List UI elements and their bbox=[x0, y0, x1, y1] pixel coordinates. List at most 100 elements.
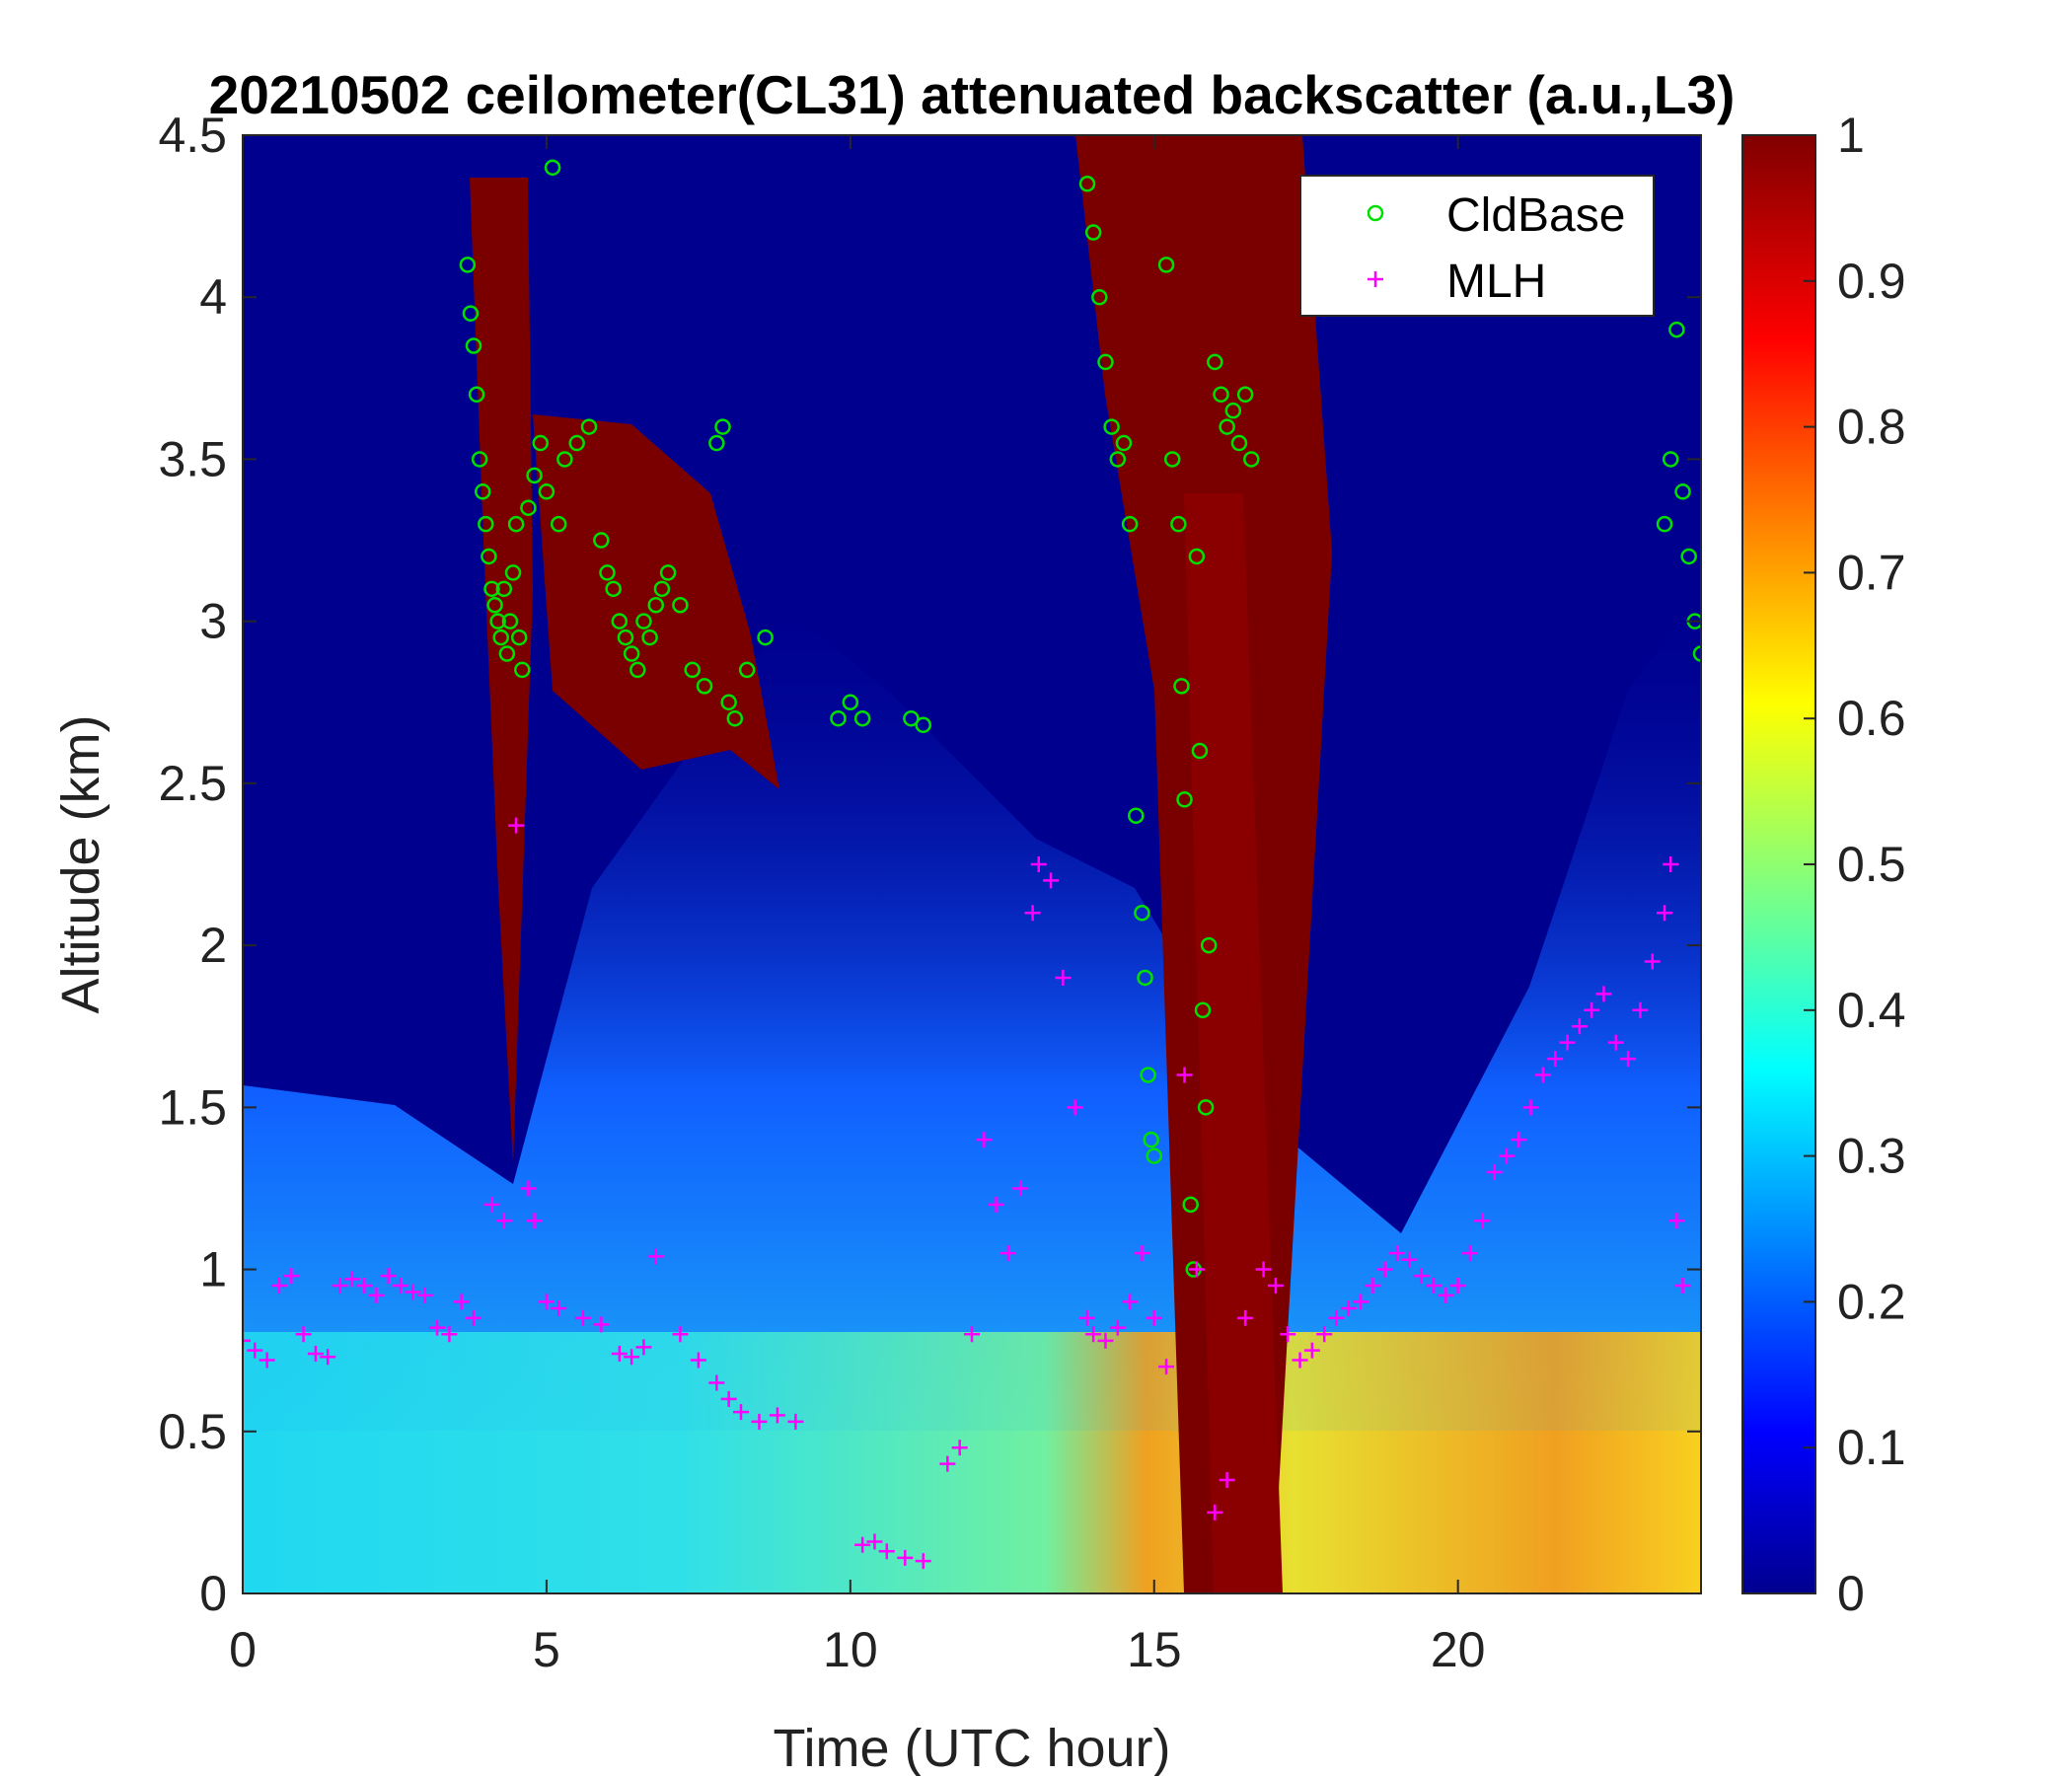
mlh-point bbox=[964, 1326, 980, 1343]
cldbase-point bbox=[504, 564, 522, 581]
colorbar-tick-label: 0.6 bbox=[1837, 691, 1906, 746]
cldbase-point bbox=[853, 709, 871, 727]
mlh-point bbox=[453, 1294, 470, 1310]
legend-mlh-marker bbox=[1368, 271, 1383, 287]
cldbase-point bbox=[1197, 1099, 1215, 1116]
cldbase-point bbox=[1219, 418, 1235, 435]
y-tick-label: 3.5 bbox=[158, 431, 227, 486]
mlh-point bbox=[1340, 1299, 1357, 1316]
mlh-point bbox=[247, 1342, 263, 1359]
cldbase-point bbox=[526, 467, 543, 484]
mlh-point bbox=[1012, 1180, 1029, 1197]
colorbar-tick-label: 0.4 bbox=[1837, 983, 1906, 1038]
cldbase-point bbox=[653, 580, 671, 598]
cloud-layer-b bbox=[533, 414, 779, 789]
y-tick-label: 1 bbox=[199, 1242, 227, 1297]
cldbase-point bbox=[1191, 742, 1209, 760]
x-tick-label: 5 bbox=[533, 1622, 560, 1677]
chart-title: 20210502 ceilometer(CL31) attenuated bac… bbox=[209, 64, 1736, 125]
mlh-point bbox=[1620, 1051, 1637, 1068]
cldbase-point bbox=[1200, 936, 1218, 954]
mlh-point bbox=[951, 1440, 968, 1456]
mlh-point bbox=[1389, 1245, 1406, 1262]
cldbase-point bbox=[1115, 434, 1133, 452]
cldbase-point bbox=[593, 532, 610, 549]
cldbase-point bbox=[507, 515, 525, 533]
mlh-point bbox=[1316, 1326, 1333, 1343]
mlh-point bbox=[1188, 1261, 1205, 1278]
mlh-point bbox=[720, 1390, 737, 1407]
cldbase-point bbox=[1103, 418, 1120, 435]
mlh-point bbox=[1498, 1147, 1515, 1164]
cldbase-point bbox=[1176, 791, 1193, 808]
mlh-point bbox=[635, 1339, 652, 1356]
cldbase-point bbox=[468, 386, 485, 404]
cldbase-point bbox=[580, 418, 598, 435]
mlh-point bbox=[526, 1213, 543, 1229]
cldbase-point bbox=[647, 596, 665, 614]
cldbase-point bbox=[1134, 905, 1150, 922]
mlh-point bbox=[356, 1277, 373, 1294]
mlh-point bbox=[1067, 1099, 1083, 1116]
cldbase-point bbox=[1097, 353, 1114, 371]
mlh-point bbox=[551, 1299, 567, 1316]
cldbase-point bbox=[1084, 224, 1102, 241]
y-tick-label: 0 bbox=[199, 1566, 227, 1621]
mlh-point bbox=[320, 1349, 336, 1366]
mlh-point bbox=[1219, 1472, 1235, 1489]
x-tick-label: 0 bbox=[229, 1622, 257, 1677]
mlh-point bbox=[295, 1326, 312, 1343]
mlh-point bbox=[1413, 1268, 1430, 1285]
mlh-point bbox=[1534, 1067, 1551, 1083]
cldbase-point bbox=[483, 580, 500, 598]
mlh-point bbox=[343, 1271, 360, 1288]
cldbase-point bbox=[550, 515, 567, 533]
mlh-point bbox=[574, 1309, 591, 1326]
mlh-point bbox=[1474, 1213, 1491, 1229]
cldbase-point bbox=[903, 709, 920, 727]
cldbase-point bbox=[599, 564, 616, 581]
mlh-point bbox=[243, 1332, 251, 1349]
mlh-point bbox=[1146, 1309, 1162, 1326]
cldbase-point bbox=[481, 548, 497, 565]
legend-cldbase-label: CldBase bbox=[1446, 189, 1625, 242]
x-tick-label: 15 bbox=[1127, 1622, 1182, 1677]
mlh-point bbox=[1055, 969, 1072, 986]
mlh-point bbox=[976, 1132, 993, 1148]
colorbar-axis: 0 0.1 0.2 0.3 0.4 0.5 0.6 0.7 0.8 0.9 1 bbox=[1804, 108, 1906, 1621]
y-tick-label: 4 bbox=[199, 269, 227, 325]
colorbar-tick-label: 0 bbox=[1837, 1566, 1865, 1621]
x-tick-label: 10 bbox=[823, 1622, 878, 1677]
cldbase-point bbox=[1194, 1001, 1212, 1019]
mlh-point bbox=[1595, 986, 1612, 1002]
mlh-point bbox=[1547, 1051, 1564, 1068]
cldbase-point bbox=[462, 305, 480, 322]
cldbase-point bbox=[1121, 515, 1139, 533]
cldbase-point bbox=[471, 451, 488, 468]
mlh-point bbox=[787, 1413, 804, 1430]
cldbase-point bbox=[714, 418, 731, 435]
backscatter-field bbox=[243, 135, 1701, 1593]
mlh-point bbox=[1328, 1309, 1345, 1326]
cloud-column-a bbox=[470, 178, 533, 1164]
colorbar-tick-label: 0.7 bbox=[1837, 545, 1906, 600]
cldbase-point bbox=[1674, 483, 1691, 500]
cldbase-point bbox=[492, 629, 509, 646]
cldbase-point bbox=[726, 709, 744, 727]
cldbase-point bbox=[486, 596, 503, 614]
cldbase-point bbox=[1243, 451, 1260, 468]
mlh-point bbox=[1668, 1213, 1685, 1229]
mlh-point bbox=[1663, 856, 1679, 872]
cldbase-point bbox=[1680, 548, 1697, 565]
marker-layer bbox=[243, 159, 1701, 1570]
cldbase-point bbox=[635, 613, 652, 629]
mlh-point bbox=[508, 817, 525, 834]
y-tick-label: 4.5 bbox=[158, 108, 227, 163]
cldbase-point bbox=[617, 629, 634, 646]
cldbase-point bbox=[1236, 386, 1254, 404]
mlh-point bbox=[1511, 1132, 1527, 1148]
cldbase-point bbox=[641, 629, 658, 646]
mlh-point bbox=[1486, 1164, 1503, 1181]
mlh-point bbox=[368, 1287, 385, 1303]
cldbase-point bbox=[1656, 515, 1673, 533]
